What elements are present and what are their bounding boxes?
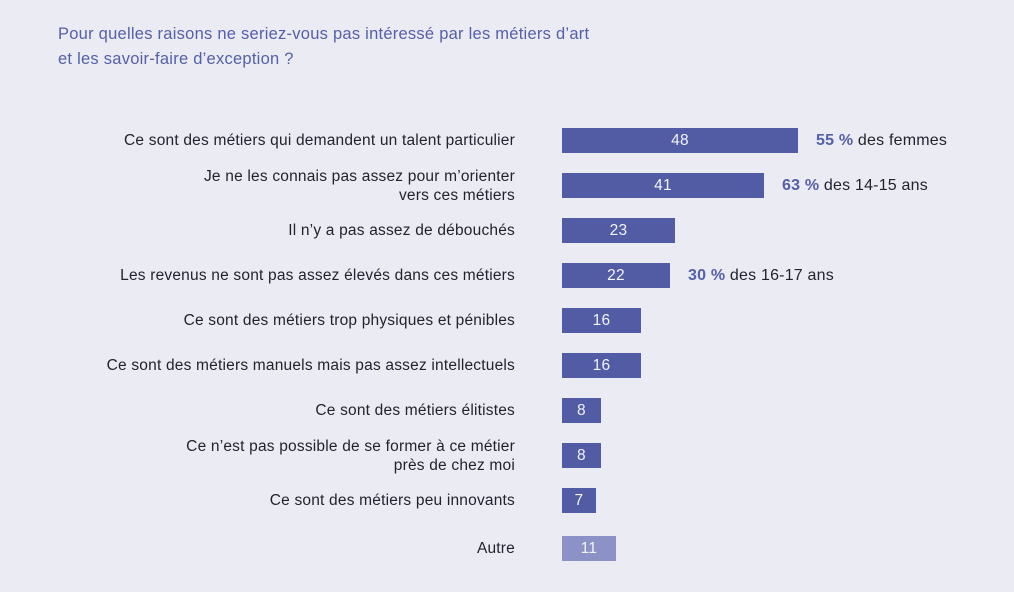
bar-area: 16 xyxy=(562,308,659,333)
bar-value: 8 xyxy=(577,446,586,464)
category-label-line1: Les revenus ne sont pas assez élevés dan… xyxy=(120,267,515,284)
category-label: Je ne les connais pas assez pour m’orien… xyxy=(30,167,515,205)
category-label: Ce sont des métiers peu innovants xyxy=(30,491,515,510)
annotation-text: des 14-15 ans xyxy=(819,176,928,194)
category-label-line2: vers ces métiers xyxy=(398,186,515,204)
chart-row: Ce n’est pas possible de se former à ce … xyxy=(0,433,1014,478)
category-label: Ce sont des métiers élitistes xyxy=(30,401,515,420)
bar: 16 xyxy=(562,353,641,378)
bar: 11 xyxy=(562,536,616,561)
category-label-line1: Autre xyxy=(476,540,515,557)
category-label-line1: Ce sont des métiers qui demandent un tal… xyxy=(124,132,515,149)
category-label-line1: Ce n’est pas possible de se former à ce … xyxy=(186,437,515,455)
chart-row: Je ne les connais pas assez pour m’orien… xyxy=(0,163,1014,208)
annotation-percent: 63 % xyxy=(782,176,820,194)
category-label: Ce n’est pas possible de se former à ce … xyxy=(30,437,515,475)
bar-value: 11 xyxy=(580,539,598,557)
category-label-line1: Je ne les connais pas assez pour m’orien… xyxy=(203,167,515,185)
chart-row: Ce sont des métiers qui demandent un tal… xyxy=(0,118,1014,163)
bar: 48 xyxy=(562,128,798,153)
chart-row: Ce sont des métiers peu innovants 7 xyxy=(0,478,1014,523)
bar: 23 xyxy=(562,218,675,243)
category-label: Ce sont des métiers trop physiques et pé… xyxy=(30,311,515,330)
category-label: Ce sont des métiers qui demandent un tal… xyxy=(30,131,515,150)
bar-area: 8 xyxy=(562,398,619,423)
bar: 22 xyxy=(562,263,670,288)
bar-area: 41 63 % des 14-15 ans xyxy=(562,173,928,198)
annotation-percent: 55 % xyxy=(816,131,854,149)
bar-value: 8 xyxy=(577,401,586,419)
bar-value: 23 xyxy=(609,221,628,239)
category-label-line1: Il n’y a pas assez de débouchés xyxy=(288,222,515,239)
bar-area: 16 xyxy=(562,353,659,378)
bar-area: 23 xyxy=(562,218,693,243)
bar: 7 xyxy=(562,488,596,513)
bar-value: 16 xyxy=(592,356,611,374)
chart-rows: Ce sont des métiers qui demandent un tal… xyxy=(0,118,1014,571)
chart-row: Les revenus ne sont pas assez élevés dan… xyxy=(0,253,1014,298)
bar: 8 xyxy=(562,443,601,468)
bar-area: 48 55 % des femmes xyxy=(562,128,947,153)
chart-title-line2: et les savoir-faire d’exception ? xyxy=(58,50,294,68)
bar-value: 48 xyxy=(671,131,689,149)
bar: 16 xyxy=(562,308,641,333)
chart-row: Ce sont des métiers manuels mais pas ass… xyxy=(0,343,1014,388)
bar-annotation: 55 % des femmes xyxy=(816,132,947,150)
bar-area: 8 xyxy=(562,443,619,468)
chart-title: Pour quelles raisons ne seriez-vous pas … xyxy=(58,22,798,72)
chart-row: Autre 11 xyxy=(0,526,1014,571)
bar-area: 7 xyxy=(562,488,614,513)
category-label-line2: près de chez moi xyxy=(393,456,515,474)
bar: 41 xyxy=(562,173,764,198)
category-label: Il n’y a pas assez de débouchés xyxy=(30,221,515,240)
category-label-line1: Ce sont des métiers peu innovants xyxy=(269,492,515,509)
bar-annotation: 30 % des 16-17 ans xyxy=(688,267,834,285)
bar: 8 xyxy=(562,398,601,423)
bar-annotation: 63 % des 14-15 ans xyxy=(782,177,928,195)
category-label: Autre xyxy=(30,539,515,558)
bar-value: 22 xyxy=(607,266,625,284)
chart-row: Ce sont des métiers trop physiques et pé… xyxy=(0,298,1014,343)
category-label: Ce sont des métiers manuels mais pas ass… xyxy=(30,356,515,375)
category-label-line1: Ce sont des métiers trop physiques et pé… xyxy=(183,312,515,329)
chart-row: Il n’y a pas assez de débouchés 23 xyxy=(0,208,1014,253)
bar-area: 11 xyxy=(562,536,634,561)
category-label: Les revenus ne sont pas assez élevés dan… xyxy=(30,266,515,285)
bar-value: 7 xyxy=(574,491,584,509)
chart-row: Ce sont des métiers élitistes 8 xyxy=(0,388,1014,433)
bar-value: 16 xyxy=(592,311,611,329)
category-label-line1: Ce sont des métiers manuels mais pas ass… xyxy=(106,357,515,374)
annotation-percent: 30 % xyxy=(688,266,726,284)
bar-value: 41 xyxy=(654,176,672,194)
bar-area: 22 30 % des 16-17 ans xyxy=(562,263,834,288)
category-label-line1: Ce sont des métiers élitistes xyxy=(315,402,515,419)
chart-title-line1: Pour quelles raisons ne seriez-vous pas … xyxy=(58,25,590,43)
annotation-text: des femmes xyxy=(853,131,948,149)
annotation-text: des 16-17 ans xyxy=(725,266,834,284)
